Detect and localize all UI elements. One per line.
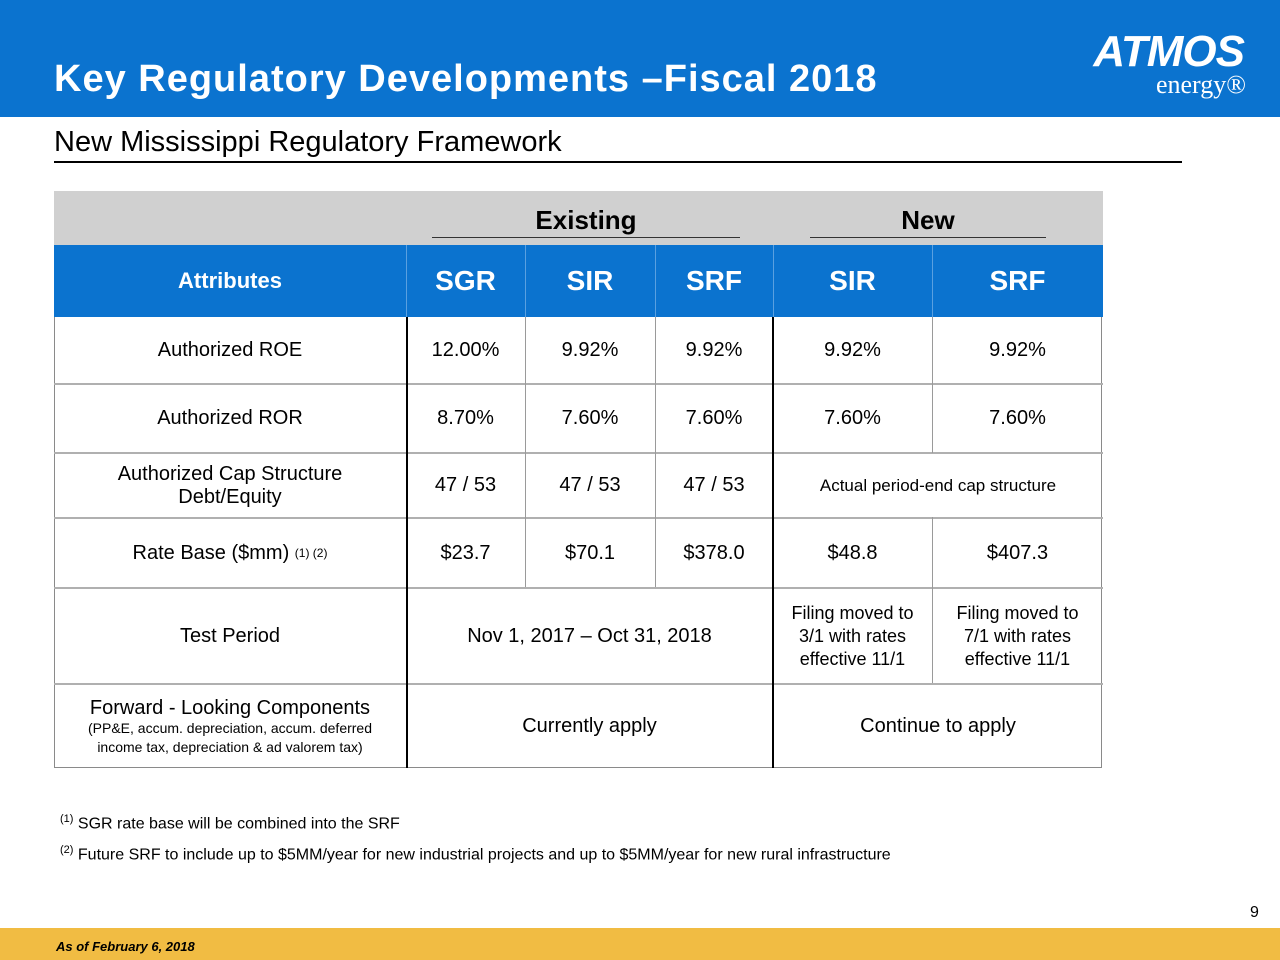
footnote-2-text: Future SRF to include up to $5MM/year fo…: [73, 846, 891, 864]
cell-roe-new-sir: 9.92%: [824, 338, 881, 361]
rate-base-footnote-marks: (1) (2): [294, 545, 328, 560]
row-divider: [54, 383, 1103, 385]
row-label-roe: Authorized ROE: [157, 338, 303, 361]
row-label-test-period: Test Period: [179, 624, 281, 647]
cell-forward-existing: Currently apply: [522, 715, 657, 737]
cell-ratebase-existing-sir: $70.1: [564, 541, 616, 564]
header-separator: [655, 245, 656, 317]
footnote-2: (2) Future SRF to include up to $5MM/yea…: [60, 844, 891, 864]
footnote-1-text: SGR rate base will be combined into the …: [73, 815, 400, 833]
as-of-date: As of February 6, 2018: [56, 939, 195, 954]
row-label-rate-base: Rate Base ($mm) (1) (2): [54, 519, 406, 587]
group-existing-label: Existing: [535, 205, 637, 235]
cell-test-new-srf: Filing moved to 7/1 with rates effective…: [932, 589, 1103, 683]
row-divider: [54, 452, 1103, 454]
test-new-srf-line2: 7/1 with rates: [963, 625, 1072, 646]
row-divider: [54, 587, 1103, 589]
column-header-new-sir: SIR: [829, 265, 876, 296]
test-new-srf-line3: effective 11/1: [964, 648, 1071, 669]
atmos-energy-logo: ATMOS energy®: [1093, 27, 1248, 100]
column-header-existing-srf: SRF: [686, 265, 742, 296]
rate-base-label: Rate Base ($mm): [132, 541, 290, 564]
group-new-label: New: [901, 205, 955, 235]
cell-roe-sgr: 12.00%: [431, 338, 500, 361]
cell-roe-existing-sir: 9.92%: [561, 338, 619, 361]
footnote-2-mark: (2): [60, 844, 74, 856]
row-label-forward-looking: Forward - Looking Components (PP&E, accu…: [54, 685, 406, 768]
table-body: [54, 317, 1102, 768]
group-header-band: [54, 191, 1103, 245]
cap-structure-label-line1: Authorized Cap Structure: [117, 462, 343, 485]
cell-cap-existing-srf: 47 / 53: [683, 474, 745, 496]
cell-ror-new-srf: 7.60%: [989, 407, 1046, 429]
cell-ror-sgr: 8.70%: [437, 407, 494, 429]
column-divider: [525, 317, 526, 587]
cell-test-new-sir: Filing moved to 3/1 with rates effective…: [773, 589, 932, 683]
slide-subtitle: New Mississippi Regulatory Framework: [54, 126, 562, 158]
forward-label-line3: income tax, depreciation & ad valorem ta…: [97, 738, 363, 755]
column-header-sgr: SGR: [435, 265, 496, 296]
column-header-band: [54, 245, 1103, 317]
column-divider: [655, 317, 656, 587]
column-header-new-srf: SRF: [989, 265, 1046, 296]
row-divider: [54, 517, 1103, 519]
cell-ror-existing-sir: 7.60%: [561, 407, 619, 429]
subtitle-rule: [54, 161, 1182, 163]
logo-wordmark: ATMOS: [1093, 27, 1245, 76]
header-separator: [525, 245, 526, 317]
test-new-srf-line1: Filing moved to: [956, 602, 1079, 623]
page-number: 9: [1250, 904, 1259, 921]
cell-forward-new: Continue to apply: [860, 715, 1016, 737]
cell-ratebase-new-srf: $407.3: [986, 541, 1049, 564]
title-banner: [0, 0, 1280, 117]
cell-test-existing: Nov 1, 2017 – Oct 31, 2018: [467, 624, 712, 647]
cell-cap-new: Actual period-end cap structure: [819, 476, 1057, 495]
header-separator: [406, 245, 407, 317]
footer-band: [0, 928, 1280, 960]
footnote-1-mark: (1): [60, 813, 74, 825]
cell-cap-sgr: 47 / 53: [434, 474, 497, 496]
cell-ror-new-sir: 7.60%: [824, 407, 881, 429]
column-divider: [406, 317, 408, 768]
column-divider: [932, 517, 933, 683]
cell-cap-existing-sir: 47 / 53: [559, 474, 621, 496]
header-separator: [773, 245, 774, 317]
group-existing-underline: [432, 237, 740, 238]
column-header-attributes: Attributes: [178, 268, 282, 293]
cap-structure-label-line2: Debt/Equity: [178, 485, 282, 508]
forward-label-line2: (PP&E, accum. depreciation, accum. defer…: [87, 719, 373, 736]
test-new-sir-line3: effective 11/1: [799, 648, 906, 669]
logo-subtext: energy®: [1155, 70, 1246, 99]
cell-ratebase-existing-srf: $378.0: [683, 541, 745, 564]
forward-label-line1: Forward - Looking Components: [89, 696, 371, 719]
page-title: Key Regulatory Developments –Fiscal 2018: [54, 58, 878, 100]
row-divider: [54, 683, 1103, 685]
cell-ratebase-sgr: $23.7: [440, 541, 491, 564]
test-new-sir-line1: Filing moved to: [791, 602, 914, 623]
header-separator: [932, 245, 933, 317]
cell-roe-new-srf: 9.92%: [989, 338, 1046, 361]
column-header-existing-sir: SIR: [566, 265, 614, 296]
row-label-ror: Authorized ROR: [157, 407, 303, 429]
row-label-cap-structure: Authorized Cap Structure Debt/Equity: [54, 454, 406, 517]
cell-ratebase-new-sir: $48.8: [827, 541, 878, 564]
group-new-underline: [810, 237, 1046, 238]
column-divider: [772, 317, 774, 768]
column-divider: [932, 317, 933, 453]
test-new-sir-line2: 3/1 with rates: [798, 625, 907, 646]
cell-ror-existing-srf: 7.60%: [685, 407, 743, 429]
cell-roe-existing-srf: 9.92%: [685, 338, 743, 361]
footnote-1: (1) SGR rate base will be combined into …: [60, 813, 400, 833]
